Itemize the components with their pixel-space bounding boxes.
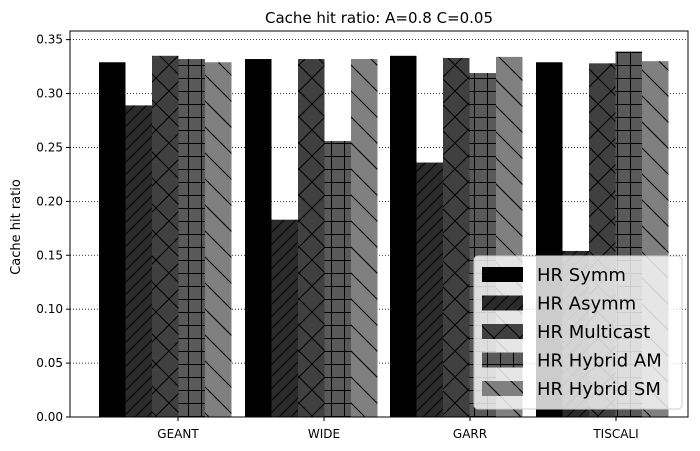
bar-hr-symm-wide <box>245 59 272 418</box>
y-tick-label: 0.35 <box>36 33 63 47</box>
bar-hr-hybrid-am-geant <box>178 59 205 418</box>
axes: 0.00 0.05 0.10 0.15 0.20 0.25 0.30 0.35 GEANT WID… <box>36 30 689 441</box>
legend-swatch <box>482 324 523 339</box>
bar-hr-hybrid-am-wide <box>324 140 351 417</box>
legend-box <box>473 255 683 410</box>
bar-hr-multicast-garr <box>443 57 470 417</box>
y-tick-label: 0.25 <box>36 140 63 154</box>
bar-hr-hybrid-sm-wide <box>351 59 378 418</box>
chart-title: Cache hit ratio: A=0.8 C=0.05 <box>265 9 493 27</box>
legend-swatch <box>482 352 523 368</box>
legend-label: HR Asymm <box>537 294 636 315</box>
legend-label: HR Hybrid AM <box>537 351 662 372</box>
y-tick-label: 0.15 <box>36 248 63 262</box>
bar-hr-multicast-wide <box>298 59 325 418</box>
y-tick-label: 0.30 <box>36 87 63 101</box>
x-tick-label: TISCALI <box>592 427 638 441</box>
y-tick-label: 0.05 <box>36 356 63 370</box>
y-tick-label: 0.20 <box>36 194 63 208</box>
bar-hr-asymm-wide <box>271 219 298 417</box>
bar-hr-symm-garr <box>390 55 417 417</box>
bar-hr-asymm-geant <box>125 105 152 418</box>
legend-swatch <box>482 381 523 396</box>
x-tick-label: GEANT <box>157 427 199 441</box>
x-tick-label: WIDE <box>308 427 340 441</box>
plot-frame <box>69 30 689 418</box>
x-tick-label: GARR <box>453 427 487 441</box>
legend-label: HR Hybrid SM <box>537 379 661 400</box>
legend: HR Symm HR Asymm HR Multicast HR Hybrid AM H… <box>473 255 683 410</box>
legend-label: HR Multicast <box>537 322 650 343</box>
bar-hr-symm-geant <box>99 62 126 417</box>
y-tick-label: 0.10 <box>36 302 63 316</box>
y-tick-label: 0.00 <box>36 410 63 424</box>
legend-swatch <box>482 267 523 282</box>
legend-swatch <box>482 295 523 311</box>
y-axis-label: Cache hit ratio <box>9 179 24 275</box>
legend-label: HR Symm <box>537 265 626 286</box>
bar-hr-hybrid-sm-geant <box>205 62 232 417</box>
bar-hr-asymm-garr <box>416 162 443 417</box>
bar-hr-multicast-geant <box>152 55 179 417</box>
